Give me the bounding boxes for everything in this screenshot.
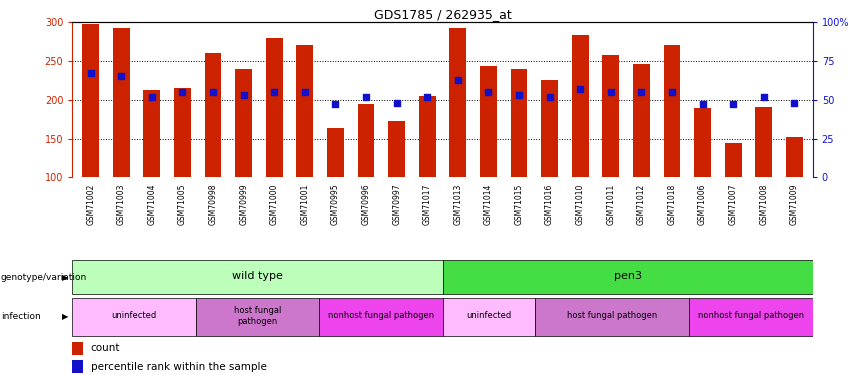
Bar <box>327 129 344 177</box>
Text: host fungal
pathogen: host fungal pathogen <box>234 306 281 326</box>
Bar <box>786 137 802 177</box>
Bar <box>235 69 252 177</box>
Point <box>237 92 250 98</box>
Point <box>328 101 342 107</box>
Bar <box>756 107 772 177</box>
Text: count: count <box>91 343 120 353</box>
Bar <box>541 80 558 177</box>
Title: GDS1785 / 262935_at: GDS1785 / 262935_at <box>374 8 511 21</box>
Bar <box>72 360 83 373</box>
Text: uninfected: uninfected <box>111 312 157 321</box>
Point <box>298 89 311 95</box>
Point <box>757 94 770 100</box>
Text: host fungal pathogen: host fungal pathogen <box>567 312 657 321</box>
Point <box>84 70 98 76</box>
Bar <box>572 35 589 177</box>
Point <box>359 94 373 100</box>
Bar <box>113 28 129 177</box>
Bar <box>357 104 374 177</box>
Bar <box>633 64 650 177</box>
Point <box>787 100 801 106</box>
Point <box>390 100 403 106</box>
Bar <box>449 28 466 177</box>
Point <box>420 94 434 100</box>
Bar <box>196 298 319 336</box>
Bar <box>144 90 160 177</box>
Text: wild type: wild type <box>232 272 283 281</box>
Bar <box>511 69 528 177</box>
Point <box>604 89 618 95</box>
Bar <box>83 24 99 177</box>
Point <box>115 74 129 80</box>
Text: nonhost fungal pathogen: nonhost fungal pathogen <box>698 312 804 321</box>
Text: ▶: ▶ <box>62 312 69 321</box>
Bar <box>694 108 711 177</box>
Point <box>727 101 740 107</box>
Text: pen3: pen3 <box>614 272 642 281</box>
Text: percentile rank within the sample: percentile rank within the sample <box>91 362 266 372</box>
Bar <box>174 88 191 177</box>
Point <box>206 89 220 95</box>
Text: genotype/variation: genotype/variation <box>1 273 87 282</box>
Bar <box>535 298 689 336</box>
Text: ▶: ▶ <box>62 273 69 282</box>
Point <box>482 89 495 95</box>
Bar <box>319 298 443 336</box>
Text: nonhost fungal pathogen: nonhost fungal pathogen <box>328 312 434 321</box>
Bar <box>664 45 681 177</box>
Point <box>543 94 557 100</box>
Text: uninfected: uninfected <box>466 312 511 321</box>
Bar <box>266 38 283 177</box>
Bar <box>204 53 221 177</box>
Point <box>665 89 679 95</box>
Point <box>267 89 281 95</box>
Point <box>635 89 648 95</box>
Point <box>574 86 587 92</box>
Bar <box>296 45 313 177</box>
Point <box>512 92 526 98</box>
Bar <box>72 298 196 336</box>
Bar <box>443 261 813 294</box>
Bar <box>72 342 83 355</box>
Bar <box>419 96 436 177</box>
Point <box>145 94 158 100</box>
Point <box>451 76 465 82</box>
Point <box>175 89 189 95</box>
Bar <box>72 261 443 294</box>
Bar <box>689 298 813 336</box>
Text: infection: infection <box>1 312 41 321</box>
Bar <box>480 66 497 177</box>
Point <box>696 101 710 107</box>
Bar <box>443 298 535 336</box>
Bar <box>603 55 620 177</box>
Bar <box>725 143 741 177</box>
Bar <box>388 122 405 177</box>
